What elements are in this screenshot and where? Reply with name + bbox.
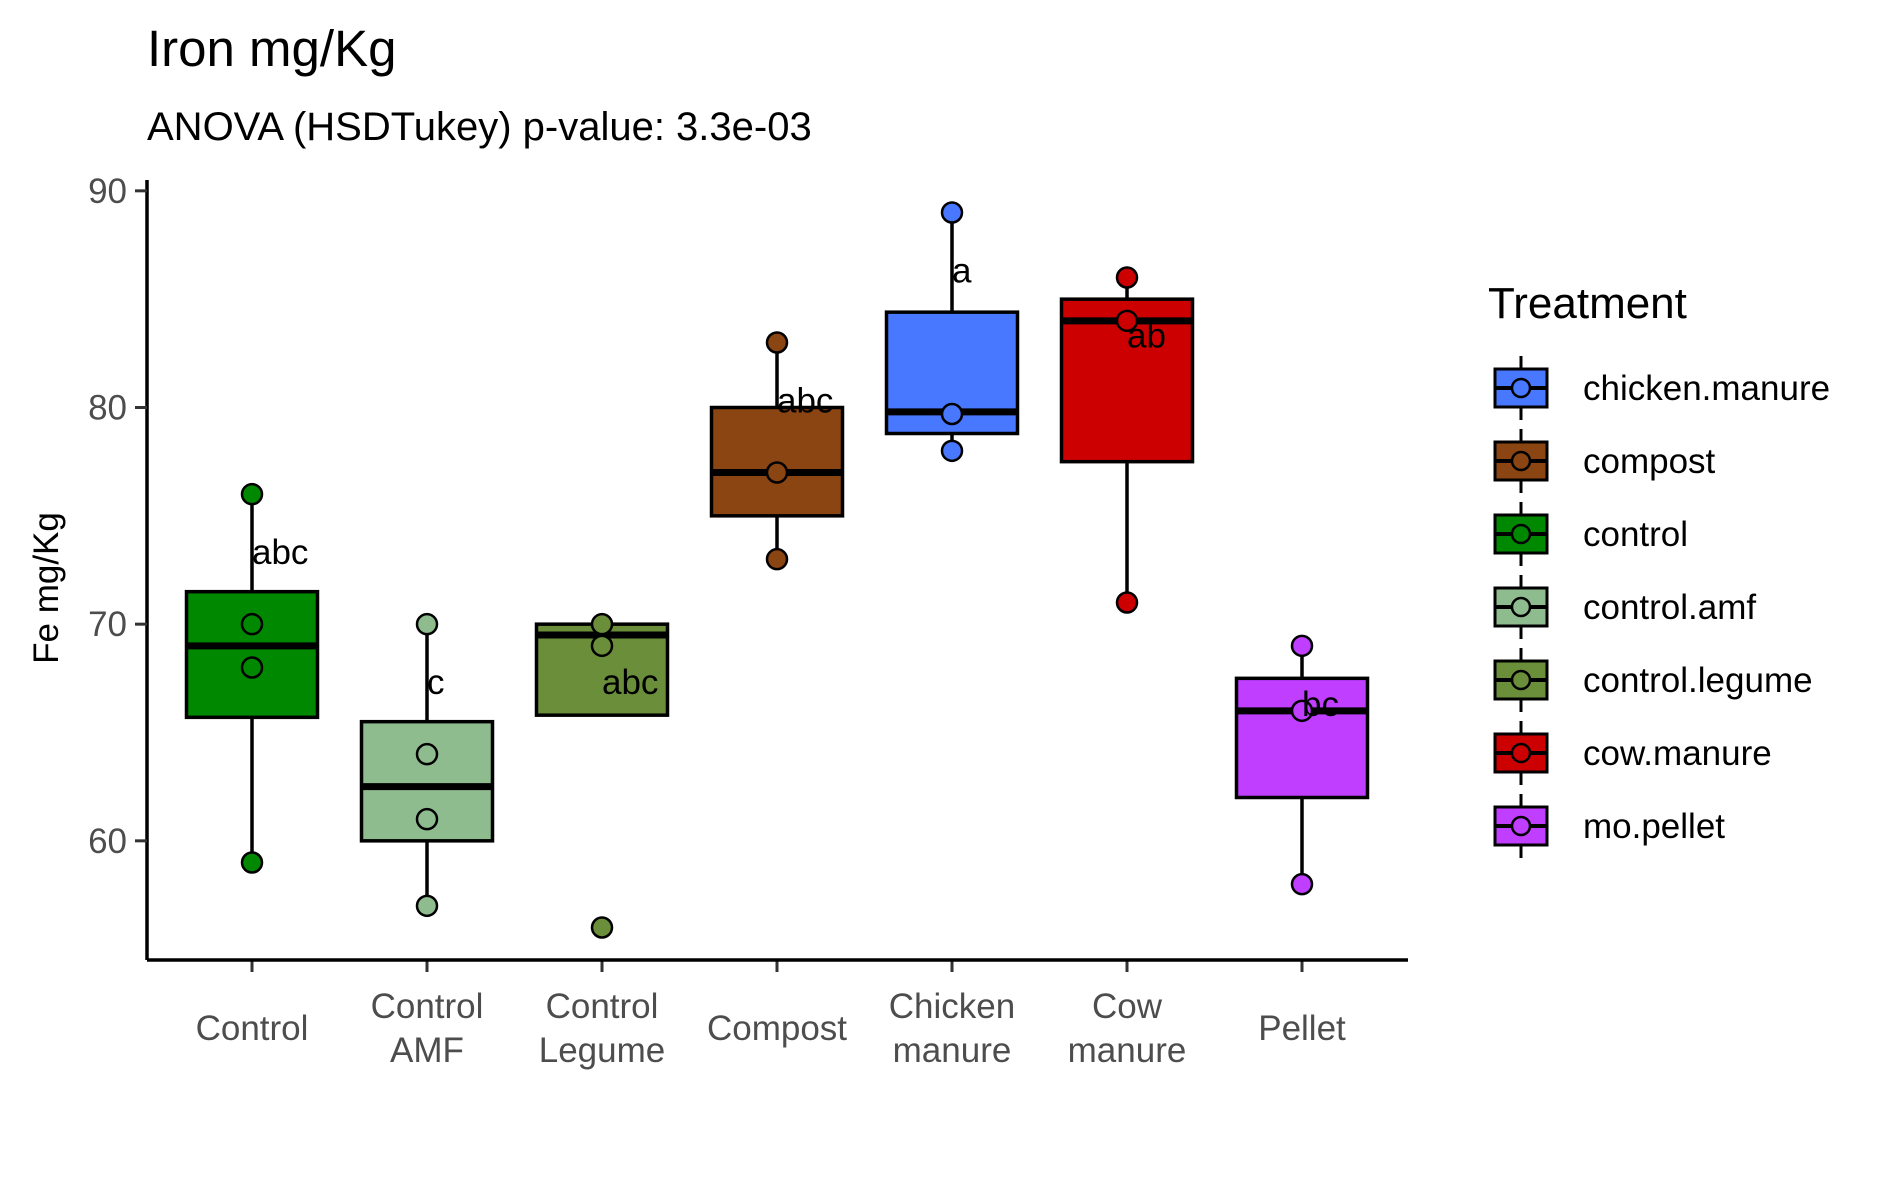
data-point bbox=[240, 482, 264, 506]
legend-label: control bbox=[1583, 515, 1688, 554]
data-point bbox=[1290, 872, 1314, 896]
box-group-cow.manure: ab bbox=[1059, 266, 1195, 614]
significance-letter: abc bbox=[777, 382, 833, 421]
legend: Treatment chicken.manure compost control co… bbox=[1488, 279, 1830, 858]
x-tick-label: Control bbox=[196, 1009, 309, 1048]
legend-key-point bbox=[1510, 377, 1532, 399]
x-tick-label: Cow manure bbox=[1068, 987, 1187, 1070]
legend-key-point bbox=[1510, 596, 1532, 618]
legend-key-point bbox=[1510, 450, 1532, 472]
box bbox=[534, 622, 670, 717]
axes: Control Control AMF Control Legume Compost Chi… bbox=[88, 172, 1408, 1070]
box-group-mo.pellet: bc bbox=[1234, 634, 1370, 896]
x-tick-label: Chicken manure bbox=[889, 987, 1015, 1070]
box-group-compost: abc bbox=[709, 331, 845, 571]
data-point bbox=[415, 807, 439, 831]
x-tick-label: Pellet bbox=[1258, 1009, 1346, 1048]
data-point bbox=[415, 612, 439, 636]
box-group-control.amf: c bbox=[359, 612, 495, 918]
significance-letter: bc bbox=[1302, 685, 1339, 724]
data-point bbox=[1290, 634, 1314, 658]
box bbox=[1234, 676, 1370, 800]
legend-title: Treatment bbox=[1488, 279, 1687, 328]
legend-label: control.amf bbox=[1583, 588, 1756, 627]
data-point bbox=[940, 439, 964, 463]
x-tick-label: Compost bbox=[707, 1009, 847, 1048]
significance-letter: abc bbox=[252, 533, 308, 572]
chart-title: Iron mg/Kg bbox=[147, 20, 396, 77]
data-point bbox=[240, 656, 264, 679]
data-point bbox=[1290, 699, 1314, 723]
legend-item-chicken.manure: chicken.manure bbox=[1493, 356, 1830, 420]
data-point bbox=[765, 331, 789, 354]
data-point bbox=[240, 851, 264, 874]
data-point bbox=[1115, 266, 1139, 289]
data-point bbox=[765, 547, 789, 571]
legend-item-control.legume: control.legume bbox=[1493, 648, 1813, 712]
x-tick-label-line: manure bbox=[893, 1031, 1012, 1070]
y-tick-label: 80 bbox=[88, 389, 127, 428]
chart-subtitle: ANOVA (HSDTukey) p-value: 3.3e-03 bbox=[147, 105, 812, 149]
y-tick-label: 90 bbox=[88, 172, 127, 211]
legend-label: chicken.manure bbox=[1583, 369, 1830, 408]
y-axis-title: Fe mg/Kg bbox=[27, 512, 66, 664]
data-point bbox=[1115, 309, 1139, 333]
x-tick-label-line: manure bbox=[1068, 1031, 1187, 1070]
plot-area: abc c abc abc a ab bc bbox=[184, 201, 1370, 939]
data-point bbox=[590, 634, 614, 658]
legend-item-compost: compost bbox=[1493, 429, 1716, 493]
legend-label: compost bbox=[1583, 442, 1716, 481]
data-point bbox=[940, 201, 964, 224]
data-point bbox=[240, 612, 264, 636]
legend-item-control.amf: control.amf bbox=[1493, 575, 1756, 639]
x-tick-label: Control AMF bbox=[371, 987, 484, 1070]
x-tick-label-line: Control bbox=[546, 987, 659, 1026]
box-group-control: abc bbox=[184, 482, 320, 874]
box-group-control.legume: abc bbox=[534, 612, 670, 939]
x-tick-label-line: Control bbox=[371, 987, 484, 1026]
legend-label: cow.manure bbox=[1583, 734, 1772, 773]
box bbox=[184, 589, 320, 720]
data-point bbox=[940, 402, 964, 426]
legend-item-cow.manure: cow.manure bbox=[1493, 721, 1772, 785]
legend-label: control.legume bbox=[1583, 661, 1813, 700]
data-point bbox=[590, 916, 614, 939]
x-tick-label-line: Chicken bbox=[889, 987, 1015, 1026]
x-tick-label-line: Legume bbox=[539, 1031, 665, 1070]
legend-key-point bbox=[1510, 669, 1532, 691]
x-tick-label: Control Legume bbox=[539, 987, 665, 1070]
data-point bbox=[415, 894, 439, 918]
legend-label: mo.pellet bbox=[1583, 807, 1725, 846]
legend-key-point bbox=[1510, 815, 1532, 837]
x-tick-label-line: AMF bbox=[390, 1031, 464, 1070]
box-group-chicken.manure: a bbox=[884, 201, 1020, 463]
data-point bbox=[1115, 591, 1139, 614]
data-point bbox=[590, 612, 614, 636]
legend-item-mo.pellet: mo.pellet bbox=[1493, 794, 1725, 858]
significance-letter: ab bbox=[1127, 317, 1166, 356]
legend-key-point bbox=[1510, 523, 1532, 545]
y-tick-label: 60 bbox=[88, 822, 127, 861]
data-point bbox=[415, 742, 439, 766]
significance-letter: a bbox=[952, 252, 972, 291]
legend-item-control: control bbox=[1493, 502, 1688, 566]
x-tick-label-line: Cow bbox=[1092, 987, 1163, 1026]
legend-key-point bbox=[1510, 742, 1532, 764]
data-point bbox=[765, 461, 789, 484]
significance-letter: c bbox=[427, 663, 445, 702]
significance-letter: abc bbox=[602, 663, 658, 702]
y-tick-label: 70 bbox=[88, 605, 127, 644]
